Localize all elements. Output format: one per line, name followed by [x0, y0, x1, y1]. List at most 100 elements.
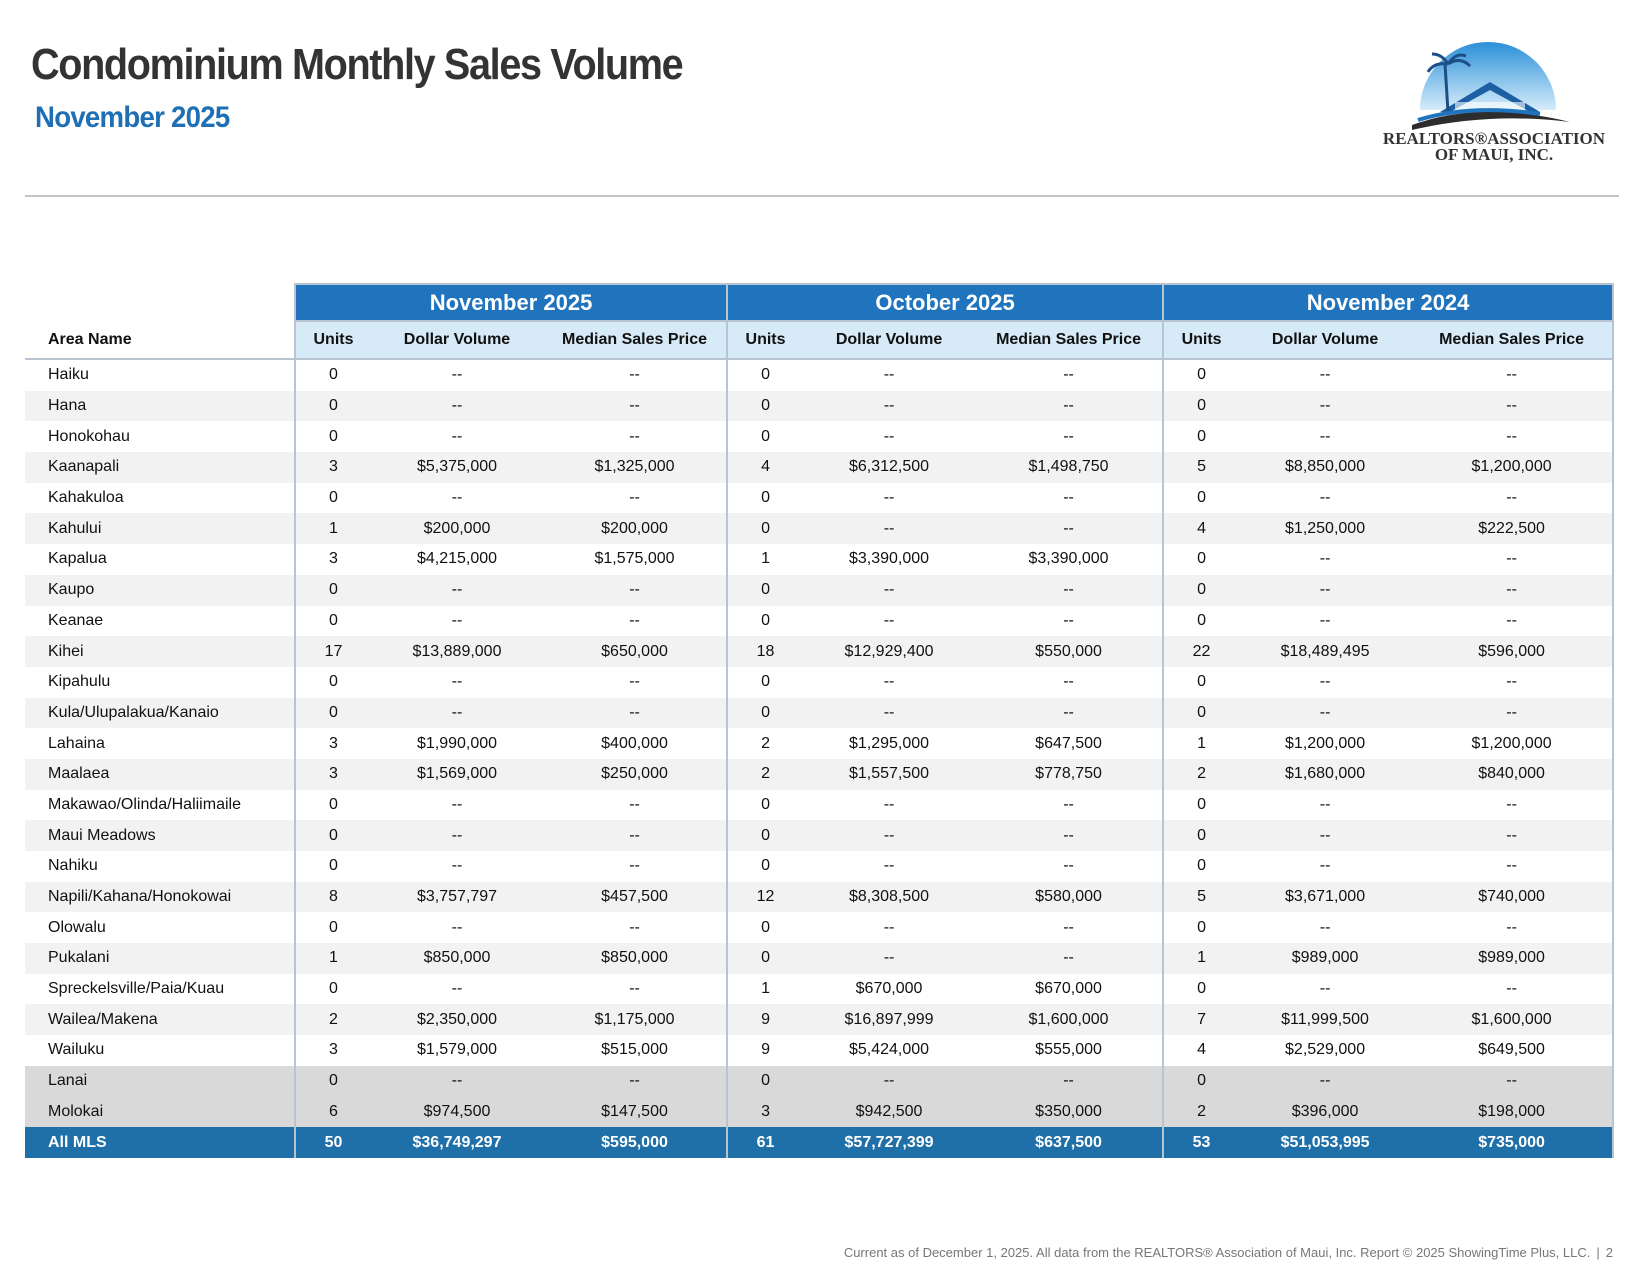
area-name: Lahaina: [48, 734, 105, 752]
cell: 9: [726, 1004, 804, 1036]
cell: $850,000: [543, 943, 728, 974]
column-header: Median Sales Price: [975, 321, 1164, 360]
cell: --: [629, 857, 640, 875]
area-name: Wailea/Makena: [25, 1004, 295, 1036]
area-name: Keanae: [48, 611, 104, 629]
cell: --: [1411, 574, 1615, 606]
column-header: Dollar Volume: [371, 321, 543, 360]
area-name: Kapalua: [48, 550, 107, 568]
cell: 0: [294, 574, 371, 606]
column-header: Median Sales Price: [1411, 321, 1615, 360]
page-number: 2: [1605, 1245, 1613, 1260]
subheader-row: Area Name Units Dollar Volume Median Sales…: [25, 321, 1615, 360]
area-name: Molokai: [25, 1096, 295, 1128]
cell: 0: [726, 482, 804, 514]
cell: 4: [1162, 513, 1240, 545]
cell: $989,000: [1411, 943, 1615, 974]
cell: 0: [294, 697, 371, 729]
logo-sky: [1420, 42, 1556, 110]
cell: 0: [1162, 789, 1240, 821]
cell: $5,424,000: [848, 1041, 930, 1059]
cell: 0: [726, 1065, 804, 1097]
cell: $1,325,000: [543, 452, 728, 483]
table-row: Keanae 0 -- -- 0 -- -- 0 -- --: [25, 605, 1615, 637]
cell: --: [975, 513, 1164, 545]
cell: 2: [726, 728, 804, 759]
cell: --: [1411, 973, 1615, 1005]
cell: $649,500: [1411, 1035, 1615, 1066]
cell: $1,498,750: [975, 452, 1164, 483]
cell: --: [803, 943, 976, 974]
cell: $4,215,000: [416, 550, 498, 568]
group-header-row: November 2025 October 2025 November 2024: [25, 283, 1615, 322]
cell: $670,000: [855, 980, 923, 998]
cell: --: [975, 390, 1164, 422]
cell: 0: [726, 820, 804, 851]
cell: $1,200,000: [1411, 728, 1615, 759]
column-header: Units: [726, 321, 804, 360]
table-row: Makawao/Olinda/Haliimaile 0 -- -- 0 -- -- 0 -- --: [25, 789, 1615, 821]
cell: --: [1239, 697, 1412, 729]
cell: --: [1319, 489, 1331, 507]
cell: $550,000: [975, 636, 1164, 667]
area-name: Spreckelsville/Paia/Kuau: [48, 980, 225, 998]
cell: 0: [726, 390, 804, 422]
cell: $1,200,000: [1411, 452, 1615, 483]
cell: --: [371, 820, 543, 851]
cell: $596,000: [1411, 636, 1615, 667]
cell: --: [1063, 918, 1074, 936]
cell: 0: [1162, 390, 1240, 422]
cell: 0: [294, 912, 371, 944]
divider: [25, 195, 1619, 197]
group-header: November 2025: [293, 283, 729, 322]
cell: 0: [1162, 820, 1240, 851]
cell: --: [883, 673, 895, 691]
cell: --: [883, 611, 895, 629]
cell: 1: [1162, 943, 1240, 974]
cell: --: [629, 366, 640, 384]
cell: 0: [726, 359, 804, 391]
cell: 8: [294, 881, 371, 913]
area-name: Wailuku: [48, 1041, 105, 1059]
cell: $200,000: [543, 513, 728, 545]
cell: --: [883, 795, 895, 813]
cell: $11,999,500: [1239, 1004, 1412, 1036]
cell: --: [975, 697, 1164, 729]
cell: $647,500: [1035, 734, 1102, 752]
cell: 0: [726, 605, 804, 637]
cell: --: [451, 427, 463, 445]
area-name: Honokohau: [48, 427, 130, 445]
cell: --: [1411, 605, 1615, 637]
cell: --: [1239, 574, 1412, 606]
cell: $457,500: [543, 881, 728, 913]
table-row: Kula/Ulupalakua/Kanaio 0 -- -- 0 -- -- 0 -- --: [25, 697, 1615, 729]
cell: $36,749,297: [371, 1127, 543, 1158]
cell: $350,000: [975, 1096, 1164, 1128]
cell: $650,000: [543, 636, 728, 667]
cell: 1: [294, 513, 371, 545]
island-row: Lanai 0 -- -- 0 -- -- 0 -- --: [25, 1065, 1615, 1097]
cell: 2: [1162, 758, 1240, 790]
cell: --: [451, 980, 463, 998]
table-row: Hana 0 -- -- 0 -- -- 0 -- --: [25, 390, 1615, 422]
cell: 0: [726, 789, 804, 821]
area-header: Area Name: [25, 321, 295, 360]
cell: $1,575,000: [594, 550, 675, 568]
column-header: Units: [294, 321, 371, 360]
cell: --: [803, 574, 976, 606]
cell: --: [1411, 1065, 1615, 1097]
cell: --: [1411, 482, 1615, 514]
cell: --: [883, 366, 895, 384]
cell: $1,250,000: [1239, 513, 1412, 545]
cell: --: [451, 611, 463, 629]
cell: 4: [1162, 1035, 1240, 1066]
cell: 2: [726, 758, 804, 790]
cell: --: [1319, 550, 1331, 568]
cell: 0: [1162, 544, 1240, 575]
cell: --: [1239, 390, 1412, 422]
cell: $13,889,000: [371, 636, 543, 667]
cell: --: [371, 1065, 543, 1097]
cell: 0: [1162, 359, 1240, 391]
cell: 0: [294, 973, 371, 1005]
